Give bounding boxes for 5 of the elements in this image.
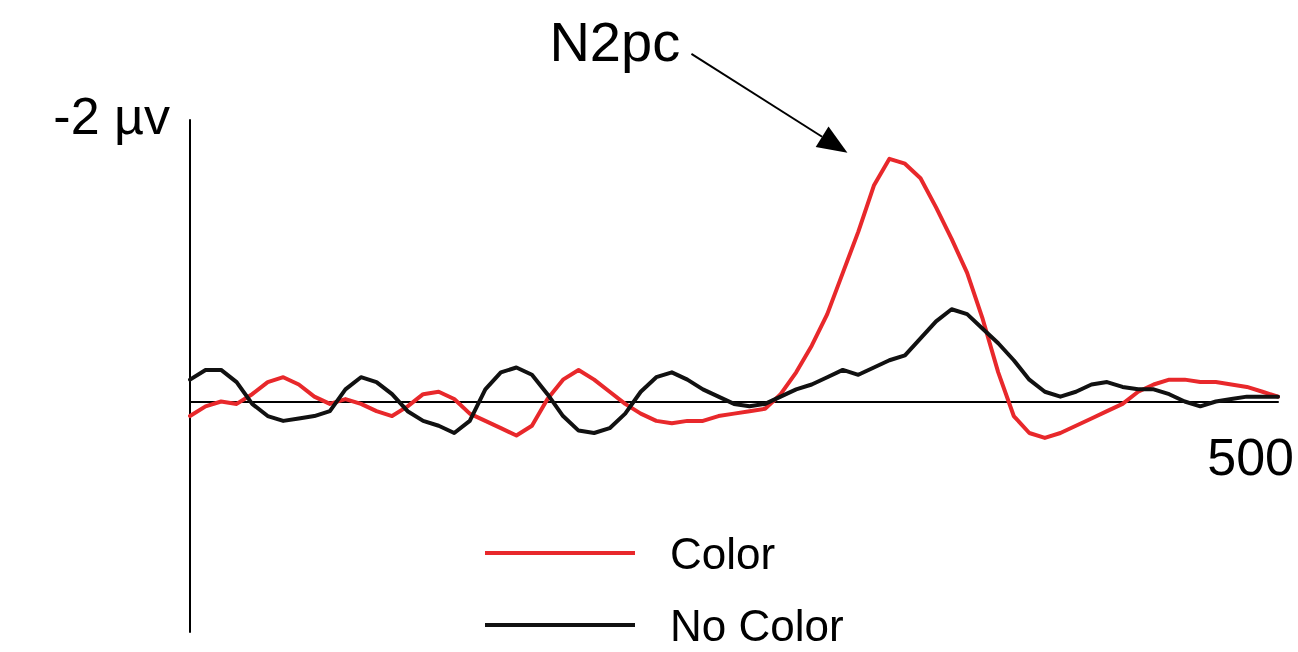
text: -2 µv	[53, 87, 171, 145]
legend-label: Color	[670, 528, 776, 578]
text: N2pc	[549, 10, 681, 74]
legend-label: No Color	[670, 600, 844, 650]
annotation: 500	[1207, 428, 1295, 487]
